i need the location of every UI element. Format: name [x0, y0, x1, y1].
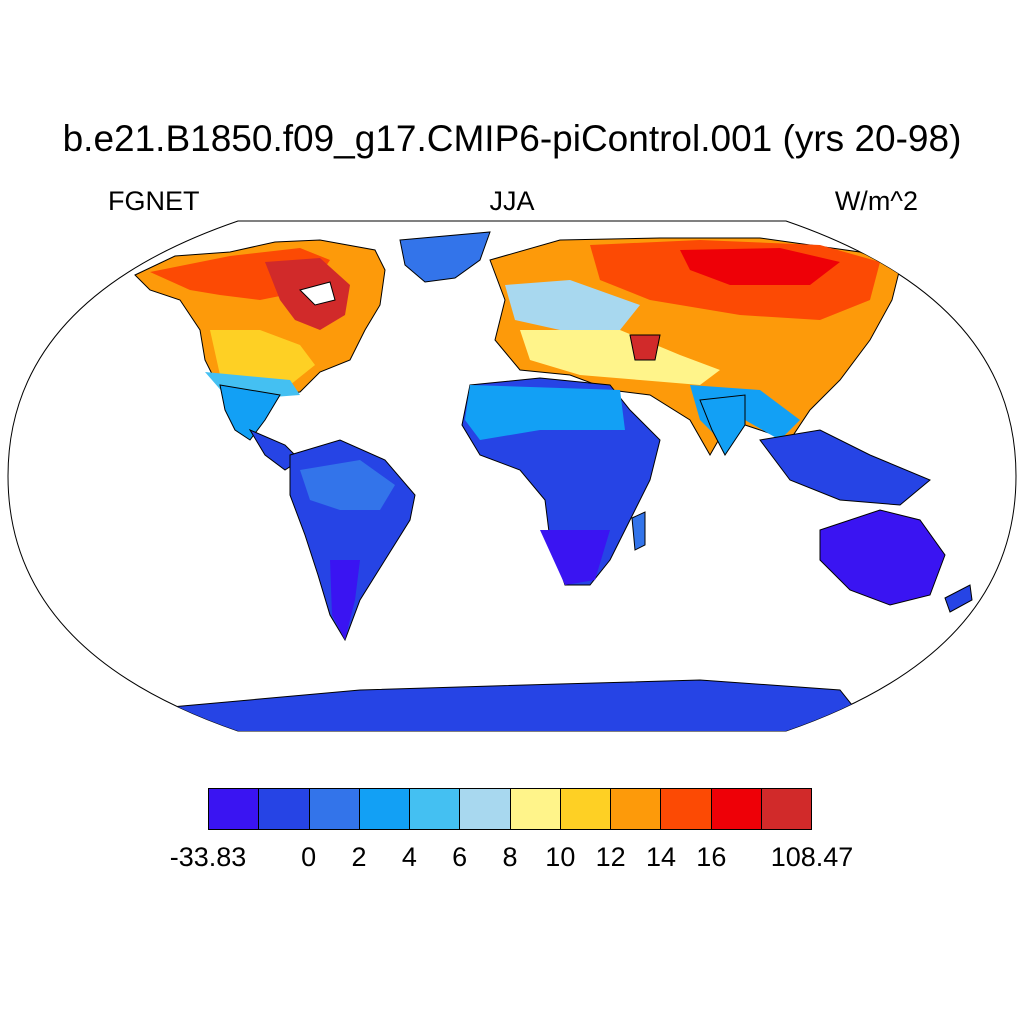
colorbar-label: 4 [401, 842, 417, 872]
colorbar [208, 788, 812, 830]
colorbar-label: 8 [502, 842, 518, 872]
antarctica [149, 679, 882, 731]
season-label: JJA [489, 186, 535, 216]
colorbar-box [460, 789, 511, 829]
colorbar-label: 6 [452, 842, 468, 872]
north-america [134, 239, 386, 471]
australia [819, 509, 946, 606]
colorbar-labels: -33.83 0 2 4 6 8 10 12 14 16 108.47 [0, 842, 1024, 882]
colorbar-label: 12 [595, 842, 626, 872]
colorbar-box [611, 789, 662, 829]
africa [461, 377, 661, 586]
colorbar-box [209, 789, 260, 829]
colorbar-box [661, 789, 712, 829]
colorbar-box [761, 789, 811, 829]
colorbar-label: 16 [696, 842, 727, 872]
colorbar-label: -33.83 [169, 842, 247, 872]
maritime-continent [759, 429, 931, 506]
colorbar-box [510, 789, 561, 829]
madagascar [631, 511, 646, 551]
greenland [399, 231, 491, 283]
eurasia [489, 237, 901, 457]
colorbar-label: 108.47 [770, 842, 854, 872]
colorbar-box [560, 789, 611, 829]
colorbar-label: 10 [545, 842, 576, 872]
colorbar-box [259, 789, 310, 829]
new-zealand [944, 584, 973, 613]
units-label: W/m^2 [834, 186, 918, 216]
plot-title: b.e21.B1850.f09_g17.CMIP6-piControl.001 … [62, 118, 962, 159]
colorbar-box [309, 789, 360, 829]
colorbar-box [410, 789, 461, 829]
colorbar-box [711, 789, 762, 829]
variable-label: FGNET [108, 186, 200, 216]
colorbar-label: 0 [301, 842, 317, 872]
india [699, 394, 746, 456]
colorbar-label: 2 [351, 842, 367, 872]
south-america [289, 439, 416, 642]
colorbar-box [359, 789, 410, 829]
colorbar-label: 14 [645, 842, 677, 872]
